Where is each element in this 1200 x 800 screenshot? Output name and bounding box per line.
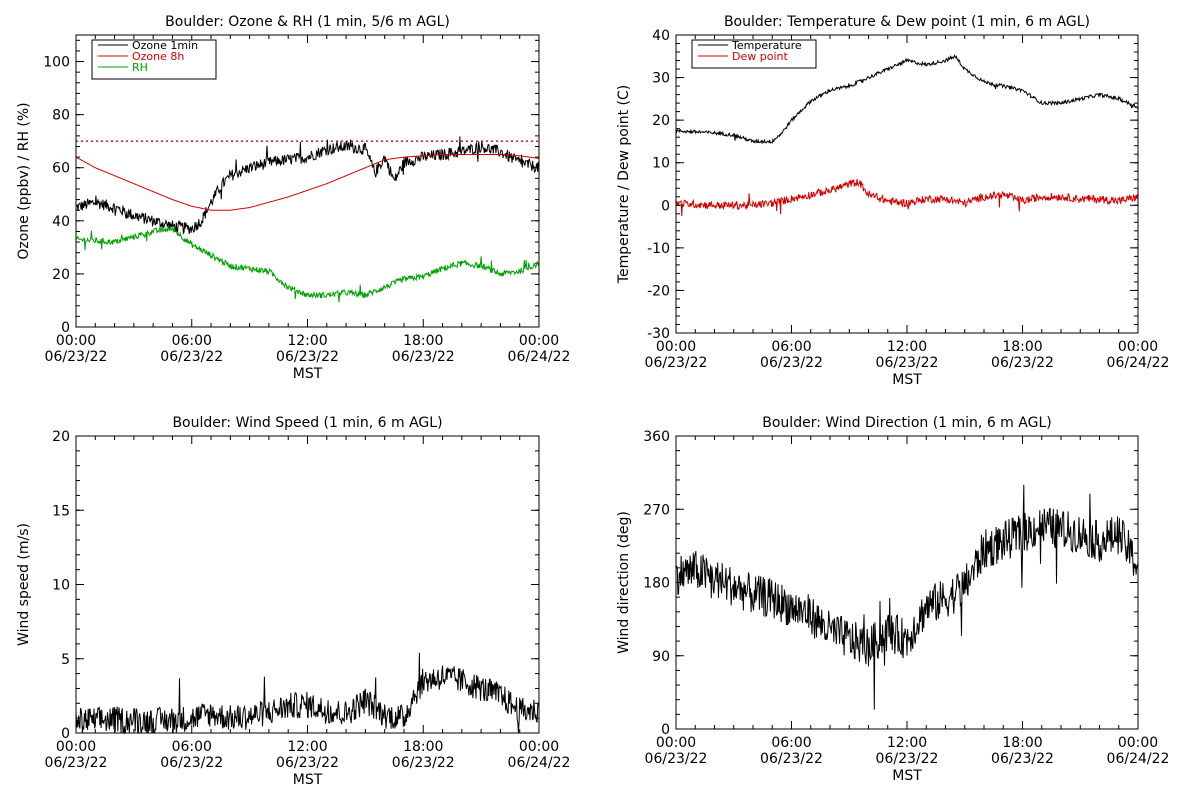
x-tick-time-label: 18:00 [1002,735,1042,751]
x-tick-date-label: 06/24/22 [1107,751,1170,767]
x-tick-date-label: 06/23/22 [45,349,108,365]
x-tick-time-label: 06:00 [771,339,811,355]
x-tick-date-label: 06/23/22 [991,355,1054,371]
x-tick-date-label: 06/23/22 [760,355,823,371]
y-tick-label: 10 [652,156,670,172]
plot-frame [675,435,1139,730]
x-tick-time-label: 00:00 [656,339,696,355]
chart-title: Boulder: Temperature & Dew point (1 min,… [724,14,1090,30]
x-tick-date-label: 06/23/22 [45,755,108,771]
x-tick-time-label: 12:00 [887,339,927,355]
series-line-0 [675,53,1139,145]
series-line-0 [75,136,540,235]
chart-panel-1: Boulder: Temperature & Dew point (1 min,… [616,14,1169,388]
y-tick-label: -10 [647,241,670,257]
y-axis-label: Wind direction (deg) [616,511,632,654]
y-tick-label: 270 [643,502,670,518]
y-axis-label: Temperature / Dew point (C) [616,85,632,284]
legend-label: Temperature [731,39,802,52]
series-line-1 [75,154,540,211]
y-tick-label: 30 [652,71,670,87]
chart-title: Boulder: Wind Speed (1 min, 6 m AGL) [172,415,442,431]
y-tick-label: 80 [52,108,70,124]
y-tick-label: -20 [647,283,670,299]
x-axis-title: MST [892,372,922,388]
x-tick-date-label: 06/23/22 [160,349,223,365]
x-tick-date-label: 06/24/22 [508,755,571,771]
y-tick-label: 90 [652,649,670,665]
x-tick-time-label: 12:00 [287,739,327,755]
x-tick-date-label: 06/23/22 [645,355,708,371]
y-tick-label: 0 [661,722,670,738]
series-line-1 [675,178,1139,217]
y-tick-label: 60 [52,161,70,177]
chart-panel-3: Boulder: Wind Direction (1 min, 6 m AGL)… [616,415,1169,784]
x-tick-date-label: 06/23/22 [276,349,339,365]
x-tick-time-label: 00:00 [519,333,559,349]
x-tick-time-label: 18:00 [403,739,443,755]
x-tick-date-label: 06/23/22 [392,755,455,771]
x-tick-date-label: 06/23/22 [392,349,455,365]
x-tick-date-label: 06/24/22 [508,349,571,365]
x-tick-time-label: 18:00 [403,333,443,349]
y-tick-label: 40 [52,214,70,230]
legend-label: Dew point [732,50,788,63]
y-tick-label: 20 [52,267,70,283]
y-tick-label: 20 [652,113,670,129]
x-tick-date-label: 06/23/22 [760,751,823,767]
y-axis-label: Ozone (ppbv) / RH (%) [16,102,32,259]
x-tick-date-label: 06/23/22 [876,751,939,767]
x-tick-date-label: 06/23/22 [991,751,1054,767]
y-tick-label: 10 [52,578,70,594]
x-tick-time-label: 18:00 [1002,339,1042,355]
legend-box [91,39,217,80]
x-axis-title: MST [293,366,323,382]
y-tick-label: 5 [61,652,70,668]
x-axis-title: MST [293,772,323,788]
series-line-2 [75,225,540,303]
x-tick-time-label: 06:00 [771,735,811,751]
y-tick-label: 15 [52,503,70,519]
x-tick-time-label: 12:00 [887,735,927,751]
x-tick-date-label: 06/24/22 [1107,355,1170,371]
plot-frame [675,34,1139,334]
y-tick-label: 40 [652,28,670,44]
y-tick-label: 0 [61,320,70,336]
plot-frame [75,435,540,734]
x-tick-time-label: 00:00 [56,333,96,349]
x-tick-date-label: 06/23/22 [645,751,708,767]
x-tick-time-label: 06:00 [172,739,212,755]
series-line-0 [75,652,540,735]
y-axis-label: Wind speed (m/s) [16,523,32,646]
chart-title: Boulder: Ozone & RH (1 min, 5/6 m AGL) [165,14,450,30]
x-tick-time-label: 00:00 [56,739,96,755]
x-tick-time-label: 12:00 [287,333,327,349]
legend-label: Ozone 8h [132,50,184,63]
y-tick-label: 0 [61,726,70,742]
x-tick-date-label: 06/23/22 [876,355,939,371]
x-tick-time-label: 00:00 [519,739,559,755]
chart-panel-2: Boulder: Wind Speed (1 min, 6 m AGL) Wind… [16,415,570,788]
y-tick-label: -30 [647,326,670,342]
y-tick-label: 360 [643,429,670,445]
x-tick-time-label: 00:00 [1118,735,1158,751]
x-tick-date-label: 06/23/22 [160,755,223,771]
y-tick-label: 100 [43,55,70,71]
series-line-0 [675,484,1139,710]
x-tick-time-label: 00:00 [656,735,696,751]
x-tick-time-label: 00:00 [1118,339,1158,355]
y-tick-label: 180 [643,576,670,592]
legend-label: RH [132,61,148,74]
y-tick-label: 0 [661,198,670,214]
y-tick-label: 20 [52,429,70,445]
chart-title: Boulder: Wind Direction (1 min, 6 m AGL) [762,415,1051,431]
x-tick-time-label: 06:00 [172,333,212,349]
chart-panel-0: Boulder: Ozone & RH (1 min, 5/6 m AGL) Oz… [16,14,570,382]
x-axis-title: MST [892,768,922,784]
legend-label: Ozone 1min [132,39,198,52]
plot-frame [75,34,540,328]
x-tick-date-label: 06/23/22 [276,755,339,771]
